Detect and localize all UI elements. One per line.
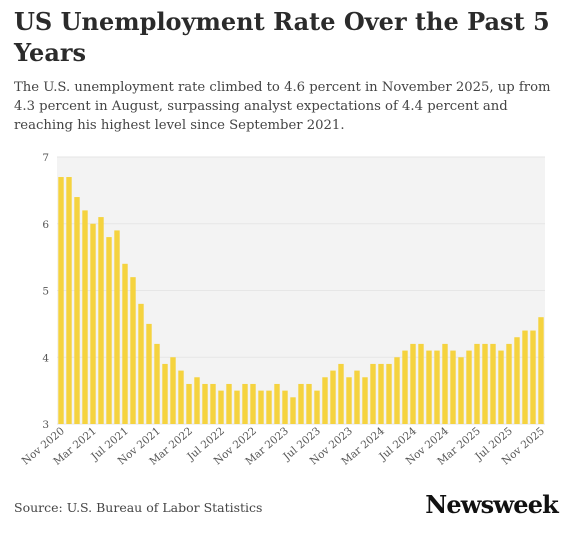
bar-nov-2020	[58, 177, 64, 424]
bar-jan-2023	[266, 390, 272, 425]
bar-oct-2022	[242, 383, 248, 424]
bar-jan-2021	[74, 197, 80, 424]
bar-mar-2025	[474, 343, 480, 424]
bar-dec-2022	[258, 390, 264, 425]
chart-subtitle: The U.S. unemployment rate climbed to 4.…	[14, 80, 551, 133]
bar-aug-2023	[322, 377, 328, 424]
bar-mar-2023	[282, 390, 288, 425]
bar-jul-2024	[410, 343, 416, 424]
bar-dec-2024	[450, 350, 456, 424]
chart-title: US Unemployment Rate Over the Past 5 Yea…	[14, 7, 550, 67]
bars	[58, 177, 544, 425]
bar-aug-2025	[514, 337, 520, 424]
y-tick-label: 5	[42, 286, 49, 298]
bar-sep-2021	[138, 303, 144, 424]
bar-oct-2023	[338, 363, 344, 424]
bar-feb-2021	[82, 210, 88, 424]
bar-jan-2022	[170, 357, 176, 424]
bar-nov-2025	[538, 317, 544, 424]
bar-nov-2022	[250, 383, 256, 424]
bar-jul-2021	[122, 263, 128, 424]
bar-aug-2021	[130, 277, 136, 424]
bar-mar-2024	[378, 363, 384, 424]
newsweek-logo: Newsweek	[425, 490, 559, 519]
bar-apr-2023	[290, 397, 296, 424]
y-tick-label: 6	[42, 219, 49, 231]
bar-jun-2021	[114, 230, 120, 424]
bar-jun-2022	[210, 383, 216, 424]
bar-sep-2025	[522, 330, 528, 424]
bar-jun-2025	[498, 350, 504, 424]
bar-may-2022	[202, 383, 208, 424]
bar-may-2025	[490, 343, 496, 424]
y-tick-label: 7	[42, 152, 49, 164]
bar-dec-2020	[66, 177, 72, 424]
bar-jul-2022	[218, 390, 224, 425]
y-tick-label: 3	[42, 419, 49, 431]
bar-oct-2021	[146, 323, 152, 425]
bar-aug-2022	[226, 383, 232, 424]
bar-dec-2021	[162, 363, 168, 424]
source-note: Source: U.S. Bureau of Labor Statistics	[14, 500, 263, 515]
bar-may-2024	[394, 357, 400, 424]
bar-apr-2025	[482, 343, 488, 424]
bar-jul-2025	[506, 343, 512, 424]
bar-nov-2021	[154, 343, 160, 424]
bar-oct-2024	[434, 350, 440, 424]
bar-feb-2022	[178, 370, 184, 424]
bar-jun-2023	[306, 383, 312, 424]
bar-may-2023	[298, 383, 304, 424]
bar-jan-2024	[362, 377, 368, 424]
bar-apr-2024	[386, 363, 392, 424]
bar-feb-2025	[466, 350, 472, 424]
y-axis-ticks: 3 4 5 6 7	[42, 152, 49, 431]
bar-feb-2024	[370, 363, 376, 424]
bar-mar-2021	[90, 223, 96, 424]
bar-nov-2023	[346, 377, 352, 424]
bar-jan-2025	[458, 357, 464, 424]
bar-sep-2023	[330, 370, 336, 424]
bar-may-2021	[106, 237, 112, 424]
bar-sep-2022	[234, 390, 240, 425]
bar-apr-2022	[194, 377, 200, 424]
bar-oct-2025	[530, 330, 536, 424]
bar-feb-2023	[274, 383, 280, 424]
bar-dec-2023	[354, 370, 360, 424]
bar-jul-2023	[314, 390, 320, 425]
y-tick-label: 4	[42, 352, 49, 364]
bar-nov-2024	[442, 343, 448, 424]
bar-apr-2021	[98, 217, 104, 424]
bar-jun-2024	[402, 350, 408, 424]
bar-sep-2024	[426, 350, 432, 424]
bar-mar-2022	[186, 383, 192, 424]
bar-aug-2024	[418, 343, 424, 424]
